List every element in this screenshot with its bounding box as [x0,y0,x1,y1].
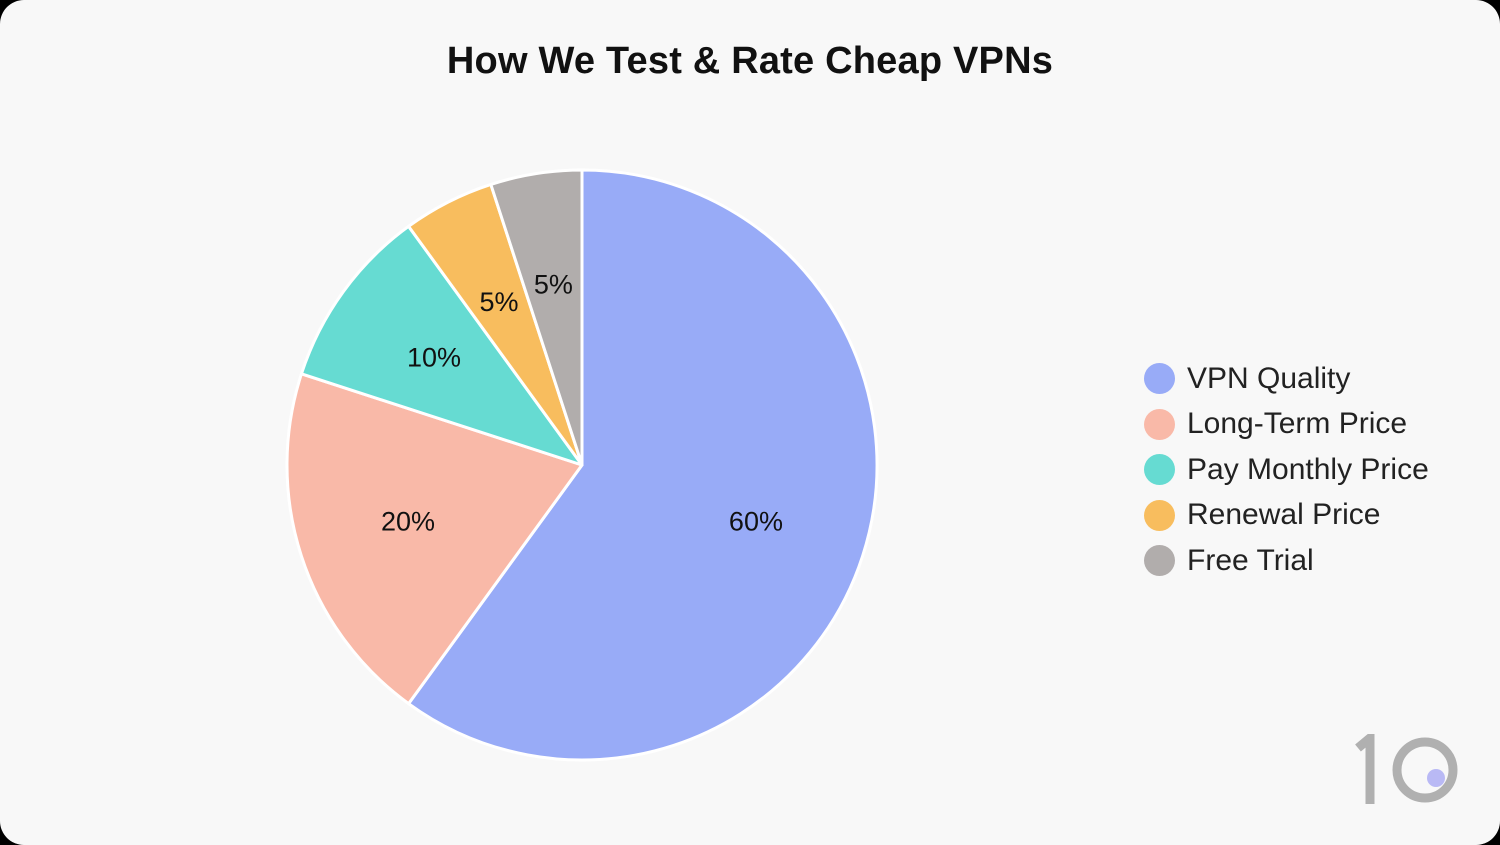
legend-swatch [1144,363,1175,395]
legend-label: Pay Monthly Price [1187,452,1429,486]
legend-swatch [1144,408,1175,440]
legend-item-vpn-quality: VPN Quality [1144,356,1429,402]
slice-label-pay-monthly-price: 10% [407,342,461,372]
legend-label: VPN Quality [1187,361,1351,395]
brand-logo [1355,734,1458,804]
legend-label: Long-Term Price [1187,407,1408,441]
pie-slice-vpn-quality [407,168,879,762]
pie-slice-long-term-price [285,372,584,706]
legend-label: Renewal Price [1187,498,1381,532]
legend-swatch [1144,454,1175,486]
slice-label-long-term-price: 20% [381,507,435,537]
pie-slices [285,168,879,762]
pie-slice-pay-monthly-price [299,224,584,467]
legend-swatch [1144,545,1175,577]
legend-item-pay-monthly-price: Pay Monthly Price [1144,447,1429,493]
legend: VPN Quality Long-Term Price Pay Monthly Pr… [1144,356,1429,584]
pie-slice-free-trial [489,168,584,467]
slice-label-vpn-quality: 60% [729,507,783,537]
slice-label-renewal-price: 5% [479,287,518,317]
legend-item-long-term-price: Long-Term Price [1144,402,1429,448]
legend-label: Free Trial [1187,543,1314,577]
legend-swatch [1144,499,1175,531]
legend-item-free-trial: Free Trial [1144,538,1429,584]
chart-title: How We Test & Rate Cheap VPNs [446,40,1054,82]
legend-item-renewal-price: Renewal Price [1144,493,1429,539]
slice-label-free-trial: 5% [534,269,573,299]
pie-labels: 60% 20% 10% 5% 5% [381,269,783,536]
